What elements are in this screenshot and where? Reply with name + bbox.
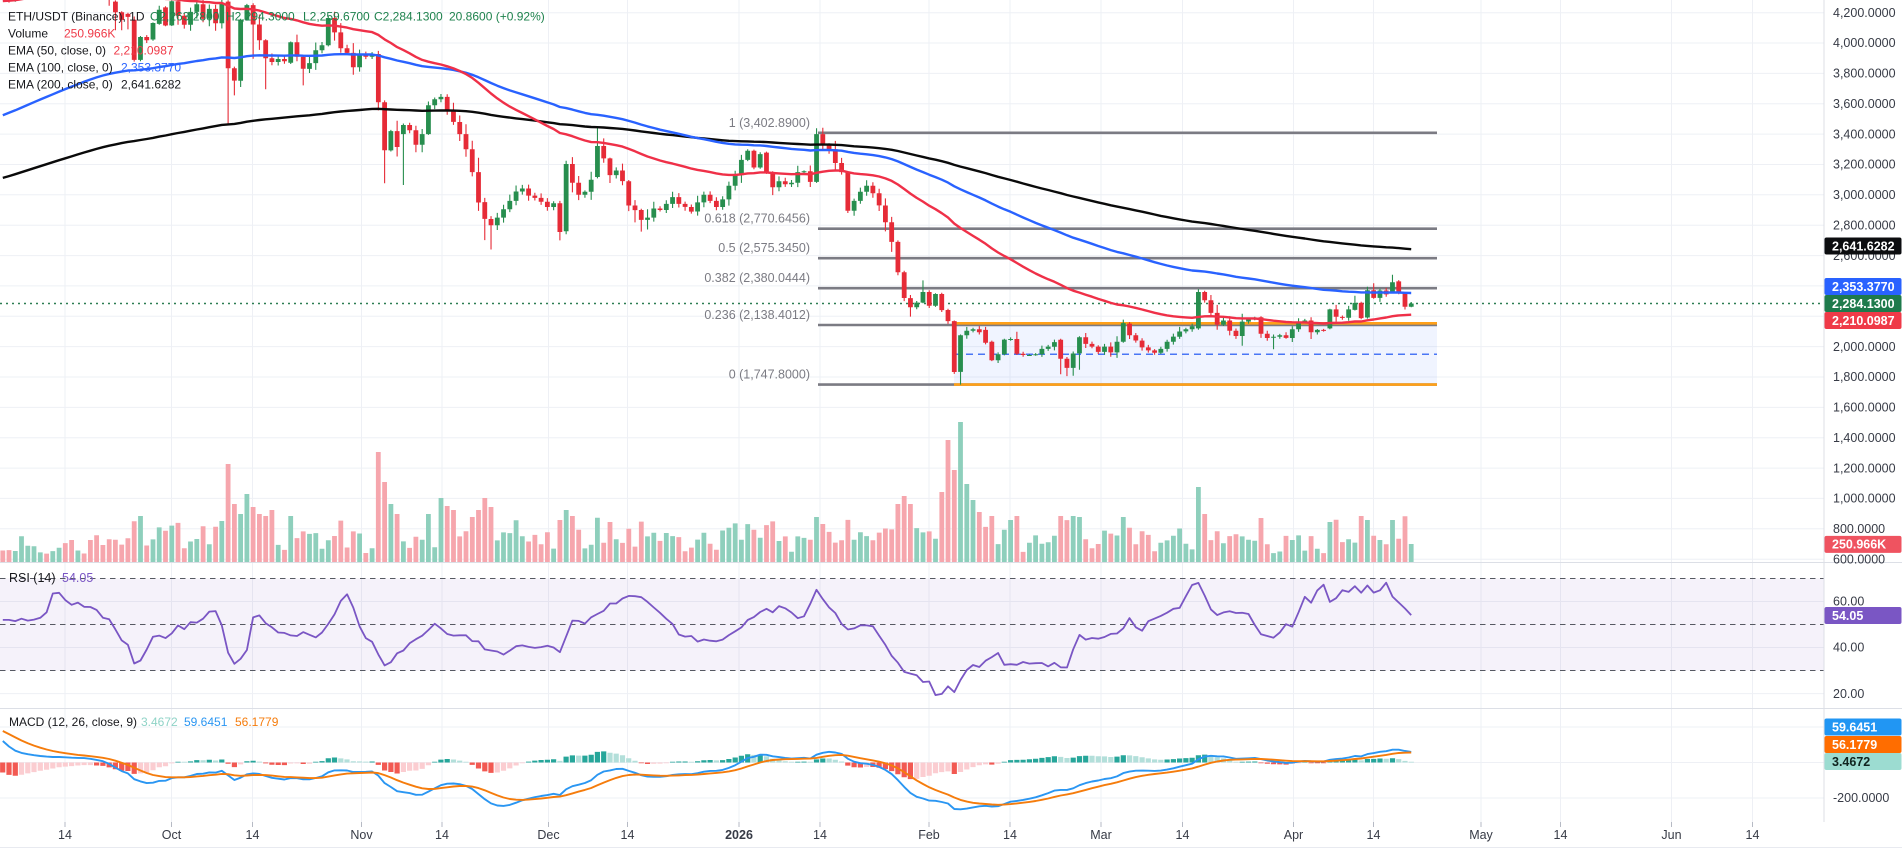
svg-text:2,210.0987: 2,210.0987 [1832,314,1895,328]
svg-text:14: 14 [435,828,449,842]
svg-text:Mar: Mar [1090,828,1112,842]
svg-text:0.618 (2,770.6456): 0.618 (2,770.6456) [704,212,810,226]
svg-text:250.966K: 250.966K [1832,538,1886,552]
svg-text:14: 14 [621,828,635,842]
svg-text:EMA (200, close, 0): EMA (200, close, 0) [8,78,113,92]
svg-text:0 (1,747.8000): 0 (1,747.8000) [729,368,810,382]
svg-text:56.1779: 56.1779 [235,715,279,729]
svg-text:1 (3,402.8900): 1 (3,402.8900) [729,116,810,130]
svg-text:1,600.0000: 1,600.0000 [1833,401,1896,415]
svg-text:Feb: Feb [918,828,940,842]
svg-text:L2,259.6700: L2,259.6700 [303,10,370,24]
svg-text:4,000.0000: 4,000.0000 [1833,36,1896,50]
svg-text:3,000.0000: 3,000.0000 [1833,188,1896,202]
svg-text:3.4672: 3.4672 [141,715,178,729]
svg-text:3,800.0000: 3,800.0000 [1833,67,1896,81]
svg-text:0.5 (2,575.3450): 0.5 (2,575.3450) [718,241,810,255]
svg-text:3,600.0000: 3,600.0000 [1833,97,1896,111]
svg-text:1,000.0000: 1,000.0000 [1833,492,1896,506]
svg-text:Volume: Volume [8,27,48,41]
svg-text:59.6451: 59.6451 [184,715,228,729]
svg-text:3,200.0000: 3,200.0000 [1833,158,1896,172]
svg-text:4,200.0000: 4,200.0000 [1833,6,1896,20]
svg-text:250.966K: 250.966K [64,27,115,41]
svg-text:-200.0000: -200.0000 [1833,791,1889,805]
svg-text:Apr: Apr [1284,828,1303,842]
svg-text:EMA (50, close, 0): EMA (50, close, 0) [8,44,106,58]
svg-text:2,353.3770: 2,353.3770 [121,61,181,75]
svg-text:56.1779: 56.1779 [1832,738,1877,752]
svg-text:2,353.3770: 2,353.3770 [1832,280,1895,294]
svg-text:14: 14 [1554,828,1568,842]
svg-text:O2,263.2800: O2,263.2800 [150,10,220,24]
svg-text:3,400.0000: 3,400.0000 [1833,127,1896,141]
svg-text:0.236 (2,138.4012): 0.236 (2,138.4012) [704,308,810,322]
svg-text:2,641.6282: 2,641.6282 [121,78,181,92]
svg-text:1,200.0000: 1,200.0000 [1833,461,1896,475]
svg-text:Oct: Oct [162,828,182,842]
svg-text:Nov: Nov [350,828,373,842]
svg-text:14: 14 [1176,828,1190,842]
svg-text:3.4672: 3.4672 [1832,755,1870,769]
svg-text:60.00: 60.00 [1833,595,1864,609]
svg-text:H2,294.3000: H2,294.3000 [226,10,295,24]
svg-text:EMA (100, close, 0): EMA (100, close, 0) [8,61,113,75]
svg-text:0.382 (2,380.0444): 0.382 (2,380.0444) [704,271,810,285]
svg-text:54.05: 54.05 [62,571,93,585]
svg-text:14: 14 [1367,828,1381,842]
svg-text:600.0000: 600.0000 [1833,552,1885,566]
svg-text:14: 14 [246,828,260,842]
svg-text:2,284.1300: 2,284.1300 [1832,297,1895,311]
svg-text:800.0000: 800.0000 [1833,522,1885,536]
svg-text:2026: 2026 [725,828,753,842]
svg-text:MACD (12, 26, close, 9): MACD (12, 26, close, 9) [9,715,137,729]
svg-text:C2,284.1300: C2,284.1300 [374,10,443,24]
svg-text:54.05: 54.05 [1832,609,1863,623]
svg-text:Jun: Jun [1661,828,1681,842]
svg-text:1,400.0000: 1,400.0000 [1833,431,1896,445]
svg-text:1,800.0000: 1,800.0000 [1833,370,1896,384]
svg-text:14: 14 [813,828,827,842]
svg-text:2,800.0000: 2,800.0000 [1833,218,1896,232]
svg-text:2,210.0987: 2,210.0987 [114,44,174,58]
svg-text:20.8600 (+0.92%): 20.8600 (+0.92%) [449,10,545,24]
svg-text:May: May [1469,828,1493,842]
svg-text:20.00: 20.00 [1833,687,1864,701]
svg-text:ETH/USDT (Binance), 1D: ETH/USDT (Binance), 1D [8,10,145,24]
svg-text:40.00: 40.00 [1833,641,1864,655]
svg-text:RSI (14): RSI (14) [9,571,56,585]
svg-text:59.6451: 59.6451 [1832,720,1877,734]
svg-text:14: 14 [1003,828,1017,842]
svg-text:2,000.0000: 2,000.0000 [1833,340,1896,354]
svg-text:14: 14 [58,828,72,842]
svg-text:2,641.6282: 2,641.6282 [1832,239,1895,253]
svg-text:Dec: Dec [537,828,559,842]
svg-text:14: 14 [1746,828,1760,842]
